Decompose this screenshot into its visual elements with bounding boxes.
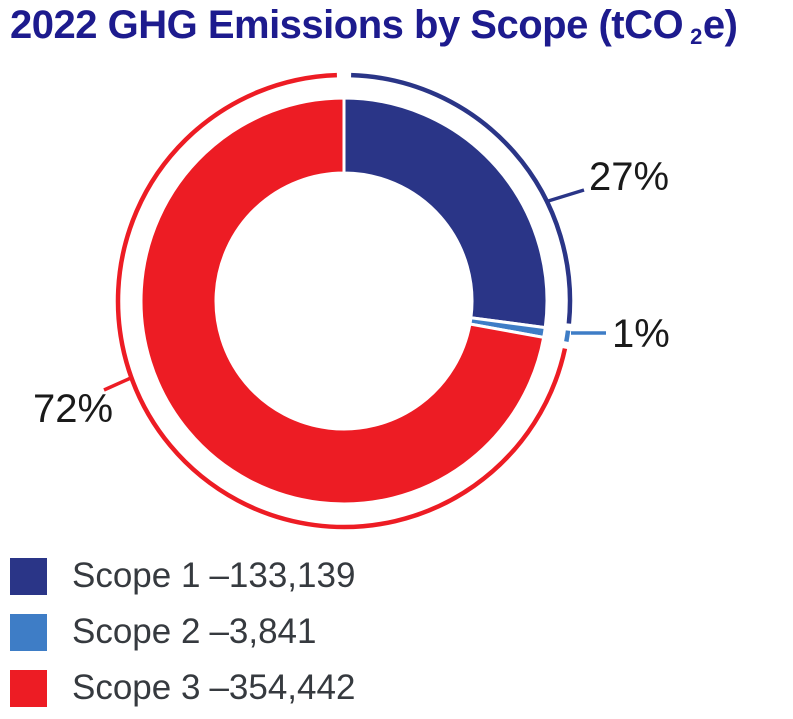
legend-swatch-scope-2: [10, 613, 47, 651]
percent-label-scope-3: 72%: [33, 387, 113, 431]
legend-label-scope-1: Scope 1 –133,139: [72, 556, 355, 596]
donut-slice-scope-3: [139, 96, 546, 506]
legend-value-scope-2: –3,841: [209, 612, 317, 651]
percent-label-scope-2: 1%: [612, 312, 670, 356]
chart-title: 2022 GHG Emissions by Scope (tCO 2e): [10, 2, 738, 50]
chart-title-suffix: e): [702, 3, 738, 47]
legend-name-scope-2: Scope 2: [72, 612, 201, 651]
percent-label-scope-1: 27%: [589, 155, 669, 199]
leader-line-scope-3: [103, 375, 134, 392]
legend-value-scope-3: –354,442: [209, 668, 356, 707]
legend-label-scope-3: Scope 3 –354,442: [72, 668, 355, 708]
legend-item-scope-2: Scope 2 –3,841: [10, 612, 355, 652]
chart-title-text: 2022 GHG Emissions by Scope (tCO: [10, 3, 684, 47]
outer-ring-arc-scope-1: [351, 72, 573, 324]
chart-legend: Scope 1 –133,139 Scope 2 –3,841 Scope 3 –35…: [10, 556, 355, 719]
legend-value-scope-1: –133,139: [209, 556, 356, 595]
outer-ring-arc-scope-2: [564, 330, 571, 342]
legend-item-scope-3: Scope 3 –354,442: [10, 668, 355, 708]
legend-label-scope-2: Scope 2 –3,841: [72, 612, 317, 652]
chart-title-subscript: 2: [690, 24, 702, 50]
legend-name-scope-3: Scope 3: [72, 668, 201, 707]
legend-swatch-scope-3: [10, 669, 47, 707]
legend-item-scope-1: Scope 1 –133,139: [10, 556, 355, 596]
outer-ring-arc-scope-3: [115, 72, 568, 530]
donut-slice-scope-1: [342, 96, 549, 330]
legend-name-scope-1: Scope 1: [72, 556, 201, 595]
leader-line-scope-1: [544, 188, 585, 204]
legend-swatch-scope-1: [10, 557, 47, 595]
